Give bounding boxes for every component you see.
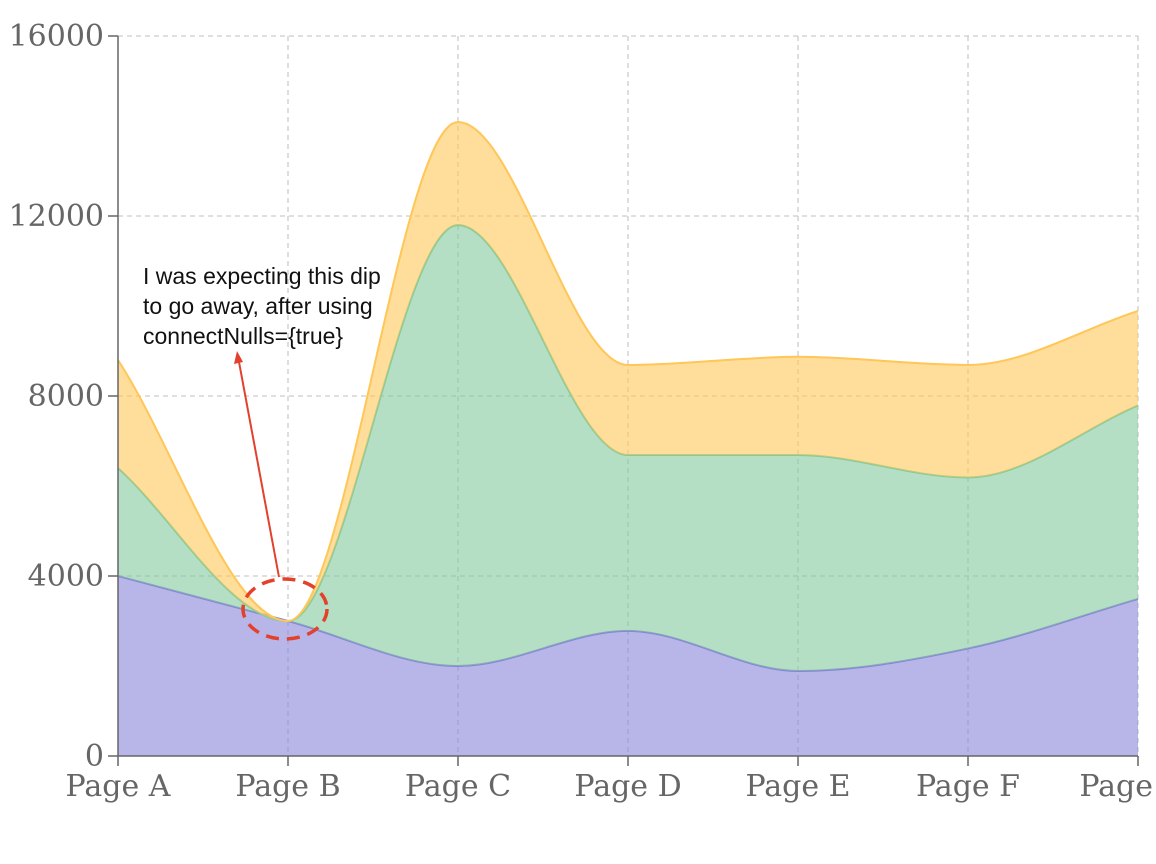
x-tick-label: Page	[1079, 769, 1153, 804]
axes: 0 4000 8000 12000 16000 Page A Page B Page C Pag…	[9, 19, 1153, 804]
series-areas	[117, 120, 1139, 756]
x-tick-label: Page D	[574, 769, 681, 804]
annotation-circle	[241, 577, 329, 641]
y-tick-label: 8000	[28, 379, 104, 414]
x-tick-label: Page C	[405, 769, 511, 804]
series-3-line	[117, 120, 1139, 623]
y-tick-label: 0	[85, 739, 104, 774]
y-tick-label: 16000	[9, 19, 104, 54]
annotation-line-2: to go away, after using	[143, 293, 373, 319]
annotation: I was expecting this dip to go away, aft…	[143, 263, 381, 641]
y-tick-label: 12000	[9, 199, 104, 234]
x-tick-label: Page F	[916, 769, 1020, 804]
series-3-area	[118, 121, 1138, 621]
series-1-area	[118, 576, 1138, 756]
annotation-arrowhead	[234, 351, 243, 364]
annotation-line-3: connectNulls={true}	[143, 323, 343, 349]
annotation-line-1: I was expecting this dip	[143, 263, 381, 289]
annotation-arrow-line	[238, 361, 280, 578]
series-2-area	[118, 225, 1138, 671]
x-tick-label: Page B	[235, 769, 340, 804]
x-tick-label: Page E	[745, 769, 850, 804]
x-tick-label: Page A	[66, 769, 171, 804]
y-tick-label: 4000	[28, 559, 104, 594]
